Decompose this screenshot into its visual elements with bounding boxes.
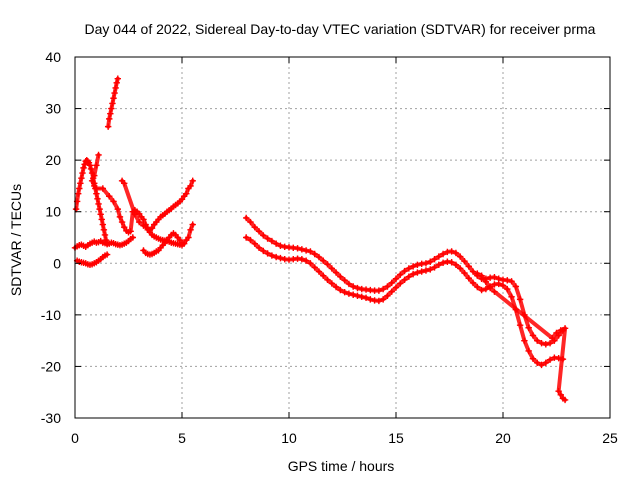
series-line (141, 231, 184, 257)
y-tick-label: 40 (45, 49, 61, 65)
y-axis-label: SDTVAR / TECUs (8, 184, 24, 296)
chart-title: Day 044 of 2022, Sidereal Day-to-day VTE… (85, 21, 596, 37)
series-group (243, 214, 567, 348)
grid-lines (75, 57, 610, 418)
x-tick-label: 15 (388, 430, 404, 446)
series-line (106, 76, 120, 129)
series-line (475, 271, 568, 402)
series-group (71, 234, 136, 252)
x-tick-label: 0 (71, 430, 79, 446)
y-tick-label: -30 (41, 410, 61, 426)
axis-ticks: 0 5 10 15 20 25 -30 -20 -10 0 10 20 30 40 (41, 49, 618, 446)
series-group (140, 230, 186, 258)
series-line (75, 252, 110, 267)
series-group (104, 75, 121, 130)
x-tick-label: 25 (602, 430, 618, 446)
series-line (244, 235, 565, 367)
x-tick-label: 10 (281, 430, 297, 446)
y-tick-label: 0 (53, 255, 61, 271)
series-line (244, 215, 565, 347)
series-group (474, 270, 569, 404)
series-group (118, 177, 196, 233)
plot-frame (74, 56, 611, 419)
series-group (73, 251, 111, 269)
y-tick-label: 10 (45, 204, 61, 220)
series-line (74, 158, 110, 246)
y-tick-label: 30 (45, 101, 61, 117)
y-tick-label: 20 (45, 152, 61, 168)
data-points (71, 75, 569, 404)
series-line (120, 178, 195, 232)
x-tick-label: 20 (495, 430, 511, 446)
y-tick-label: -10 (41, 307, 61, 323)
series-group (243, 234, 567, 369)
x-axis-label: GPS time / hours (288, 458, 395, 474)
y-tick-label: -20 (41, 358, 61, 374)
x-tick-label: 5 (178, 430, 186, 446)
series-line (73, 235, 135, 250)
